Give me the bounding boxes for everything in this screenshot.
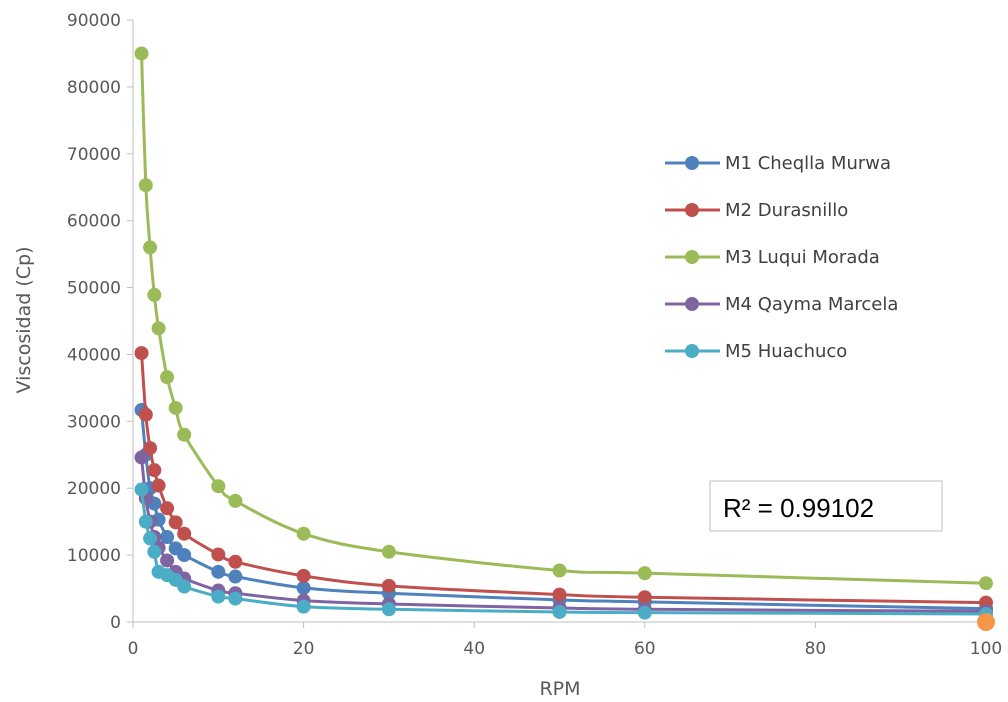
- data-point: [134, 46, 149, 61]
- legend-item: M3 Luqui Morada: [665, 247, 880, 268]
- data-point: [211, 547, 226, 562]
- legend-item: M2 Durasnillo: [665, 200, 848, 221]
- y-tick-label: 0: [110, 613, 121, 633]
- series-3: [134, 46, 993, 591]
- data-point: [168, 400, 183, 415]
- data-point: [134, 482, 149, 497]
- data-point: [147, 287, 162, 302]
- data-point: [168, 515, 183, 530]
- r-squared-box: R² = 0.99102: [709, 480, 943, 532]
- data-point: [228, 569, 243, 584]
- data-point: [637, 590, 652, 605]
- legend-label: M5 Huachuco: [725, 341, 847, 362]
- x-tick-label: 60: [634, 639, 656, 659]
- x-tick-label: 100: [970, 639, 1002, 659]
- legend-label: M2 Durasnillo: [725, 200, 848, 221]
- highlight-point: [977, 613, 995, 631]
- legend-label: M4 Qayma Marcela: [725, 294, 898, 315]
- axes: 0 10000 20000 30000 40000 50000 60000 70000 8000…: [67, 11, 1002, 659]
- data-point: [552, 604, 567, 619]
- data-point: [151, 321, 166, 336]
- legend-marker: [685, 156, 699, 170]
- data-point: [296, 599, 311, 614]
- series-layer: [134, 46, 995, 631]
- y-tick-label: 40000: [67, 345, 121, 365]
- legend-label: M3 Luqui Morada: [725, 247, 880, 268]
- data-point: [211, 564, 226, 579]
- data-point: [381, 602, 396, 617]
- y-tick-label: 90000: [67, 11, 121, 31]
- y-tick-label: 20000: [67, 479, 121, 499]
- data-point: [147, 544, 162, 559]
- data-point: [143, 240, 158, 255]
- data-point: [134, 450, 149, 465]
- data-point: [143, 441, 158, 456]
- legend-item: M1 Cheqlla Murwa: [665, 153, 891, 174]
- legend-marker: [685, 250, 699, 264]
- legend-marker: [685, 297, 699, 311]
- data-point: [147, 463, 162, 478]
- data-point: [979, 576, 993, 591]
- y-axis-title: Viscosidad (Cp): [13, 247, 35, 394]
- data-point: [211, 589, 226, 604]
- data-point: [552, 563, 567, 578]
- data-point: [381, 544, 396, 559]
- data-point: [138, 178, 153, 193]
- data-point: [228, 554, 243, 569]
- y-tick-label: 60000: [67, 212, 121, 232]
- data-point: [138, 514, 153, 529]
- legend-label: M1 Cheqlla Murwa: [725, 153, 891, 174]
- y-tick-label: 50000: [67, 279, 121, 299]
- data-point: [160, 553, 175, 568]
- data-point: [296, 568, 311, 583]
- data-point: [177, 526, 192, 541]
- y-tick-label: 10000: [67, 546, 121, 566]
- data-point: [177, 548, 192, 563]
- data-point: [160, 501, 175, 516]
- data-point: [211, 479, 226, 494]
- y-tick-label: 80000: [67, 78, 121, 98]
- data-point: [143, 531, 158, 546]
- data-point: [151, 478, 166, 493]
- data-point: [381, 578, 396, 593]
- x-tick-label: 40: [463, 639, 485, 659]
- y-tick-label: 70000: [67, 145, 121, 165]
- legend-marker: [685, 344, 699, 358]
- data-point: [134, 346, 149, 361]
- data-point: [296, 580, 311, 595]
- data-point: [177, 427, 192, 442]
- data-point: [552, 587, 567, 602]
- x-axis-title: RPM: [539, 678, 580, 700]
- legend-item: M5 Huachuco: [665, 341, 847, 362]
- data-point: [228, 493, 243, 508]
- data-point: [177, 579, 192, 594]
- legend-item: M4 Qayma Marcela: [665, 294, 898, 315]
- data-point: [296, 526, 311, 541]
- series-2: [134, 346, 993, 610]
- data-point: [228, 591, 243, 606]
- r-squared-label: R² = 0.99102: [723, 493, 874, 523]
- y-tick-label: 30000: [67, 412, 121, 432]
- x-tick-label: 0: [128, 639, 139, 659]
- data-point: [160, 370, 175, 385]
- data-point: [637, 566, 652, 581]
- legend-marker: [685, 203, 699, 217]
- data-point: [138, 407, 153, 422]
- x-tick-label: 20: [293, 639, 315, 659]
- data-point: [637, 605, 652, 620]
- x-tick-label: 80: [805, 639, 827, 659]
- data-point: [160, 530, 175, 545]
- legend: M1 Cheqlla Murwa M2 Durasnillo M3 Luqui Mo…: [665, 153, 898, 362]
